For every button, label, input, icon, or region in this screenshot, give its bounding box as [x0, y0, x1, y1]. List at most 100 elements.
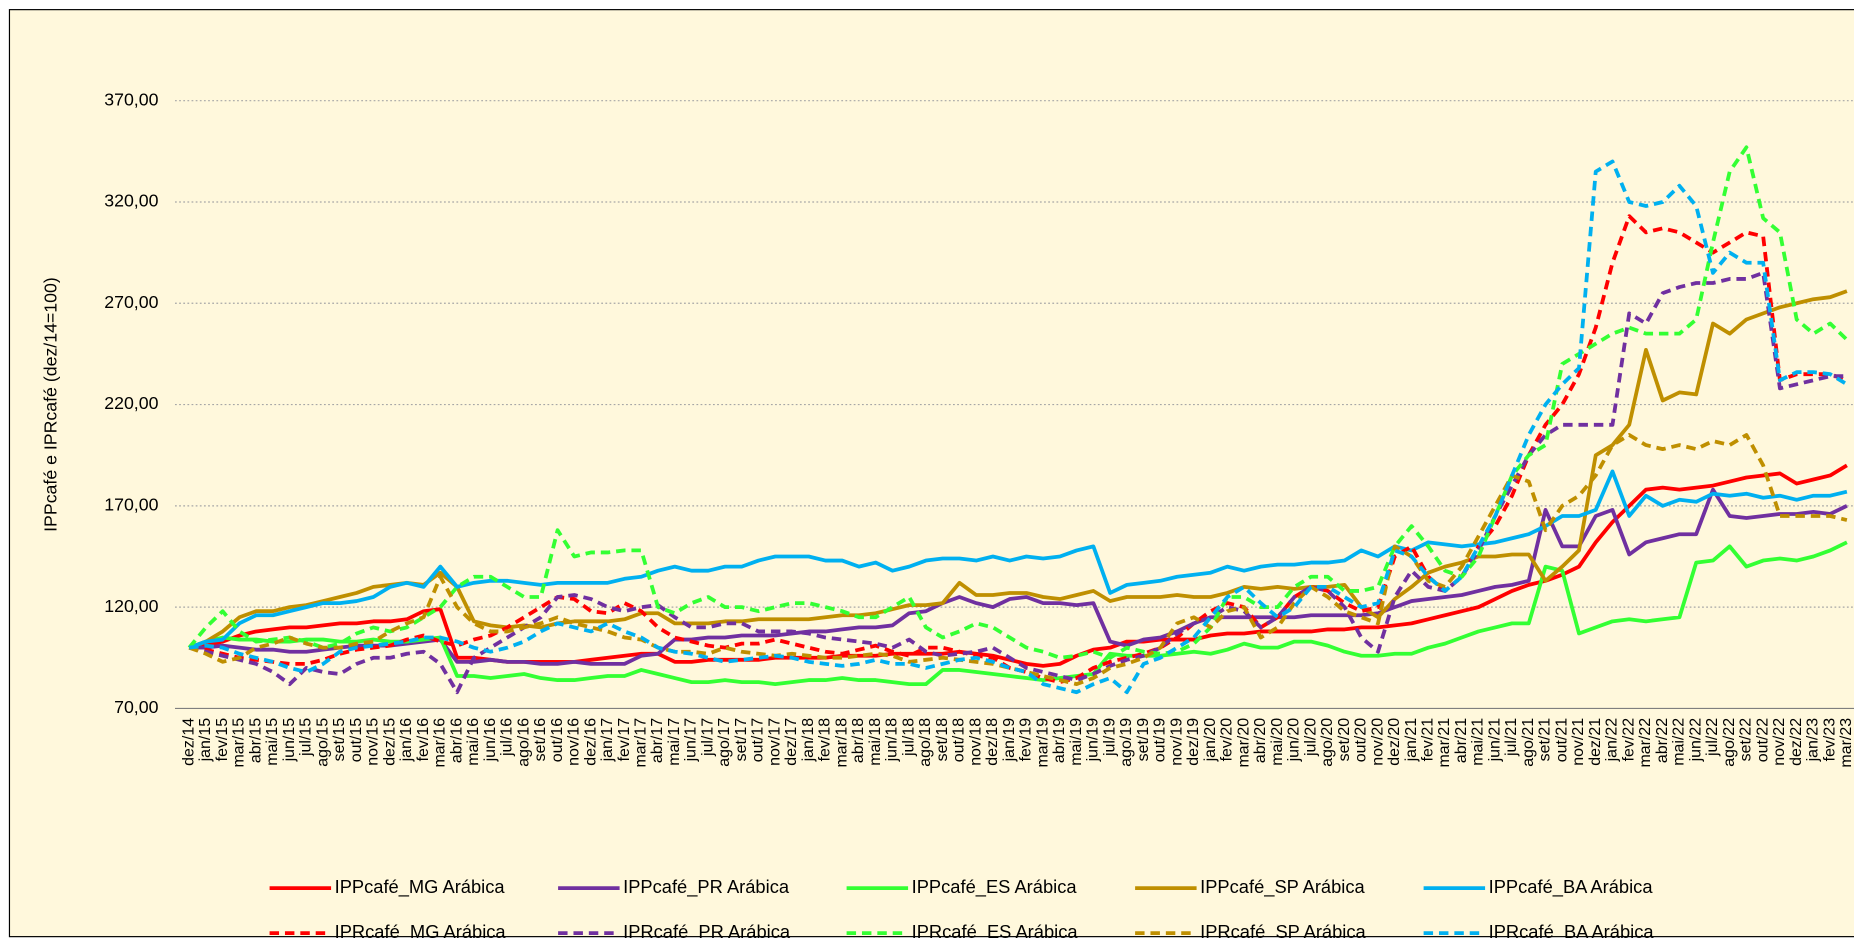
x-tick-label: nov/22 [1771, 718, 1788, 766]
x-tick-label: ago/16 [515, 718, 532, 767]
legend-label: IPRcafé_PR Arábica [623, 921, 791, 938]
x-tick-label: abr/17 [649, 718, 666, 763]
x-tick-label: jul/22 [1704, 718, 1721, 757]
x-tick-label: dez/19 [1185, 718, 1202, 766]
legend-label: IPRcafé_ES Arábica [912, 921, 1079, 938]
series-line [187, 145, 1849, 660]
x-tick-label: mai/17 [666, 718, 683, 766]
x-tick-label: mar/16 [432, 718, 449, 768]
x-tick-label: mai/15 [264, 718, 281, 766]
x-tick-label: nov/20 [1369, 718, 1386, 766]
x-tick-label: mar/23 [1838, 718, 1854, 768]
x-tick-label: ago/15 [314, 718, 331, 767]
x-tick-label: mar/19 [1034, 718, 1051, 768]
x-tick-label: out/21 [1553, 718, 1570, 762]
x-tick-label: out/17 [750, 718, 767, 762]
series-line [189, 487, 1848, 666]
x-tick-label: ago/17 [716, 718, 733, 767]
x-tick-label: mar/22 [1637, 718, 1654, 768]
x-tick-label: out/19 [1152, 718, 1169, 762]
legend-label: IPRcafé_BA Arábica [1489, 921, 1655, 938]
x-tick-label: set/18 [934, 718, 951, 762]
series-line [188, 270, 1847, 695]
x-tick-label: abr/21 [1453, 718, 1470, 763]
x-tick-label: jan/17 [599, 718, 616, 763]
x-tick-label: jun/16 [482, 718, 499, 763]
y-tick-label: 220,00 [104, 393, 158, 413]
x-tick-label: fev/19 [1018, 718, 1035, 762]
x-tick-label: jan/21 [1403, 718, 1420, 763]
x-tick-label: out/20 [1353, 718, 1370, 762]
series-line [188, 463, 1848, 668]
x-tick-label: jun/17 [683, 718, 700, 763]
x-tick-label: dez/18 [984, 718, 1001, 766]
series-line [188, 159, 1848, 695]
x-tick-label: jun/15 [281, 718, 298, 763]
y-tick-label: 320,00 [104, 191, 158, 211]
x-tick-label: mar/21 [1436, 718, 1453, 768]
x-tick-label: mai/19 [1068, 718, 1085, 766]
x-tick-label: jun/18 [884, 718, 901, 763]
x-tick-label: set/15 [331, 718, 348, 762]
x-tick-label: nov/16 [566, 718, 583, 766]
x-tick-label: abr/22 [1654, 718, 1671, 763]
x-tick-label: jan/16 [398, 718, 415, 763]
x-tick-label: out/16 [549, 718, 566, 762]
x-tick-label: mai/22 [1671, 718, 1688, 766]
x-tick-label: mar/17 [633, 718, 650, 768]
x-tick-label: abr/16 [448, 718, 465, 763]
x-tick-label: dez/15 [381, 718, 398, 766]
x-tick-label: fev/18 [817, 718, 834, 762]
x-tick-label: mar/20 [1235, 718, 1252, 768]
x-tick-label: jan/20 [1202, 718, 1219, 763]
series-line [188, 469, 1848, 650]
x-tick-label: out/18 [951, 718, 968, 762]
legend-label: IPPcafé_PR Arábica [623, 876, 790, 898]
x-tick-label: out/22 [1754, 718, 1771, 762]
y-tick-label: 120,00 [104, 596, 158, 616]
x-tick-label: nov/15 [365, 718, 382, 766]
x-tick-label: mai/20 [1269, 718, 1286, 766]
x-tick-label: jul/18 [900, 718, 917, 757]
chart-frame [8, 9, 1854, 938]
x-tick-label: mar/15 [231, 718, 248, 768]
x-tick-label: fev/21 [1420, 718, 1437, 762]
x-tick-label: dez/20 [1386, 718, 1403, 766]
x-tick-label: ago/18 [917, 718, 934, 767]
x-tick-label: jan/22 [1604, 718, 1621, 763]
y-tick-label: 370,00 [104, 89, 158, 109]
x-tick-label: ago/20 [1319, 718, 1336, 767]
y-tick-label: 170,00 [104, 495, 158, 515]
x-tick-label: jul/16 [499, 718, 516, 757]
legend-label: IPPcafé_SP Arábica [1200, 876, 1365, 898]
x-tick-label: dez/17 [783, 718, 800, 766]
x-tick-label: jan/18 [800, 718, 817, 763]
x-tick-label: nov/21 [1570, 718, 1587, 766]
x-tick-label: mai/21 [1470, 718, 1487, 766]
x-tick-label: set/20 [1336, 718, 1353, 762]
x-tick-label: dez/21 [1587, 718, 1604, 766]
x-tick-label: fev/16 [415, 718, 432, 762]
x-tick-label: ago/19 [1118, 718, 1135, 767]
legend-label: IPPcafé_MG Arábica [335, 876, 506, 898]
x-tick-label: dez/16 [582, 718, 599, 766]
x-tick-label: dez/14 [180, 718, 197, 766]
x-tick-label: dez/22 [1788, 718, 1805, 766]
x-tick-label: fev/20 [1219, 718, 1236, 762]
x-tick-label: jan/19 [1001, 718, 1018, 763]
x-tick-label: jun/21 [1486, 718, 1503, 763]
x-tick-label: jul/19 [1101, 718, 1118, 757]
y-tick-label: 270,00 [104, 292, 158, 312]
legend-label: IPPcafé_ES Arábica [912, 876, 1078, 898]
x-tick-label: jun/20 [1286, 718, 1303, 763]
x-tick-label: set/17 [733, 718, 750, 762]
x-tick-label: abr/20 [1252, 718, 1269, 763]
x-tick-label: abr/15 [247, 718, 264, 763]
legend-label: IPRcafé_MG Arábica [335, 921, 507, 938]
x-tick-label: jul/20 [1302, 718, 1319, 757]
x-tick-label: jan/15 [197, 718, 214, 763]
x-tick-label: jul/17 [699, 718, 716, 757]
series-line [188, 289, 1848, 650]
x-tick-label: fev/23 [1821, 718, 1838, 762]
